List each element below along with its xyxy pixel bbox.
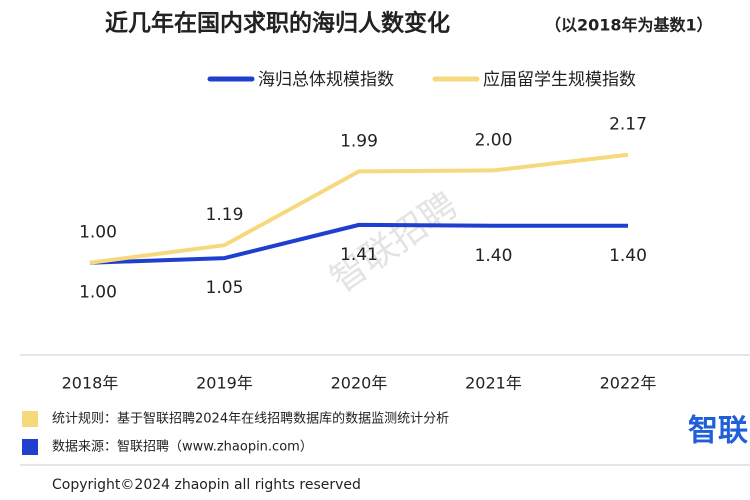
logo: 智联 (688, 414, 748, 449)
watermark: 智联招聘 (323, 185, 464, 301)
x-tick-label: 2022年 (600, 374, 657, 393)
copyright: Copyright©2024 zhaopin all rights reserv… (52, 477, 361, 493)
legend-label: 海归总体规模指数 (258, 70, 394, 90)
series-line (89, 152, 629, 265)
data-label: 1.05 (206, 278, 244, 298)
note-text: 统计规则：基于智联招聘2024年在线招聘数据库的数据监测统计分析 (52, 411, 449, 427)
data-label: 2.17 (609, 115, 647, 135)
x-tick-label: 2021年 (465, 374, 522, 393)
note-swatch (22, 439, 38, 455)
data-label: 1.00 (79, 283, 117, 303)
note-swatch (22, 411, 38, 427)
x-tick-label: 2020年 (331, 374, 388, 393)
series-line (89, 222, 628, 265)
x-tick-label: 2018年 (62, 374, 119, 393)
data-label: 1.40 (609, 246, 647, 266)
data-label: 1.99 (340, 131, 378, 151)
data-label: 1.19 (206, 205, 244, 225)
chart-subtitle: （以2018年为基数1） (545, 16, 713, 35)
note-text: 数据来源：智联招聘（www.zhaopin.com） (52, 440, 313, 455)
data-label: 1.00 (79, 223, 117, 243)
data-label: 2.00 (475, 130, 513, 150)
chart-title: 近几年在国内求职的海归人数变化 (105, 10, 450, 37)
legend-label: 应届留学生规模指数 (483, 70, 636, 90)
data-label: 1.40 (475, 246, 513, 266)
x-tick-label: 2019年 (196, 374, 253, 393)
data-label: 1.41 (340, 245, 378, 265)
